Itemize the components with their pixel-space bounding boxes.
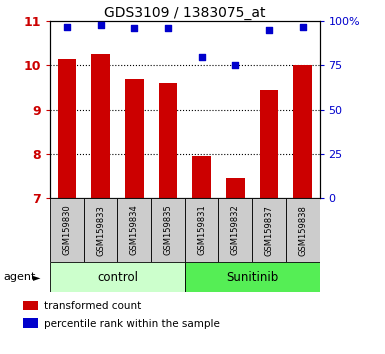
Text: GSM159835: GSM159835 [164,205,172,256]
Bar [91,55,110,198]
Text: GSM159834: GSM159834 [130,205,139,256]
Bar [159,83,177,198]
Point [64,24,70,29]
Text: GSM159838: GSM159838 [298,205,307,256]
Point [131,25,137,31]
Text: percentile rank within the sample: percentile rank within the sample [44,319,219,329]
Bar [117,198,151,262]
Point [165,25,171,31]
Text: transformed count: transformed count [44,301,141,311]
Bar [252,198,286,262]
Text: ►: ► [33,272,40,282]
Bar [286,198,320,262]
Bar [50,262,185,292]
Point [232,63,238,68]
Point [300,24,306,29]
Bar [58,59,76,198]
Bar [23,318,38,328]
Text: GSM159832: GSM159832 [231,205,240,256]
Title: GDS3109 / 1383075_at: GDS3109 / 1383075_at [104,6,266,20]
Point [199,54,205,59]
Bar [219,198,252,262]
Bar [185,262,320,292]
Text: GSM159837: GSM159837 [264,205,273,256]
Text: agent: agent [4,272,36,282]
Bar [185,198,219,262]
Text: GSM159833: GSM159833 [96,205,105,256]
Bar [23,301,38,310]
Bar [293,65,312,198]
Bar [151,198,185,262]
Point [266,27,272,33]
Text: control: control [97,270,138,284]
Text: GSM159830: GSM159830 [62,205,71,256]
Bar [84,198,117,262]
Text: Sunitinib: Sunitinib [226,270,278,284]
Bar [50,198,84,262]
Bar [260,90,278,198]
Bar [226,178,244,198]
Point [97,22,104,28]
Bar [125,79,144,198]
Text: GSM159831: GSM159831 [197,205,206,256]
Bar [192,156,211,198]
